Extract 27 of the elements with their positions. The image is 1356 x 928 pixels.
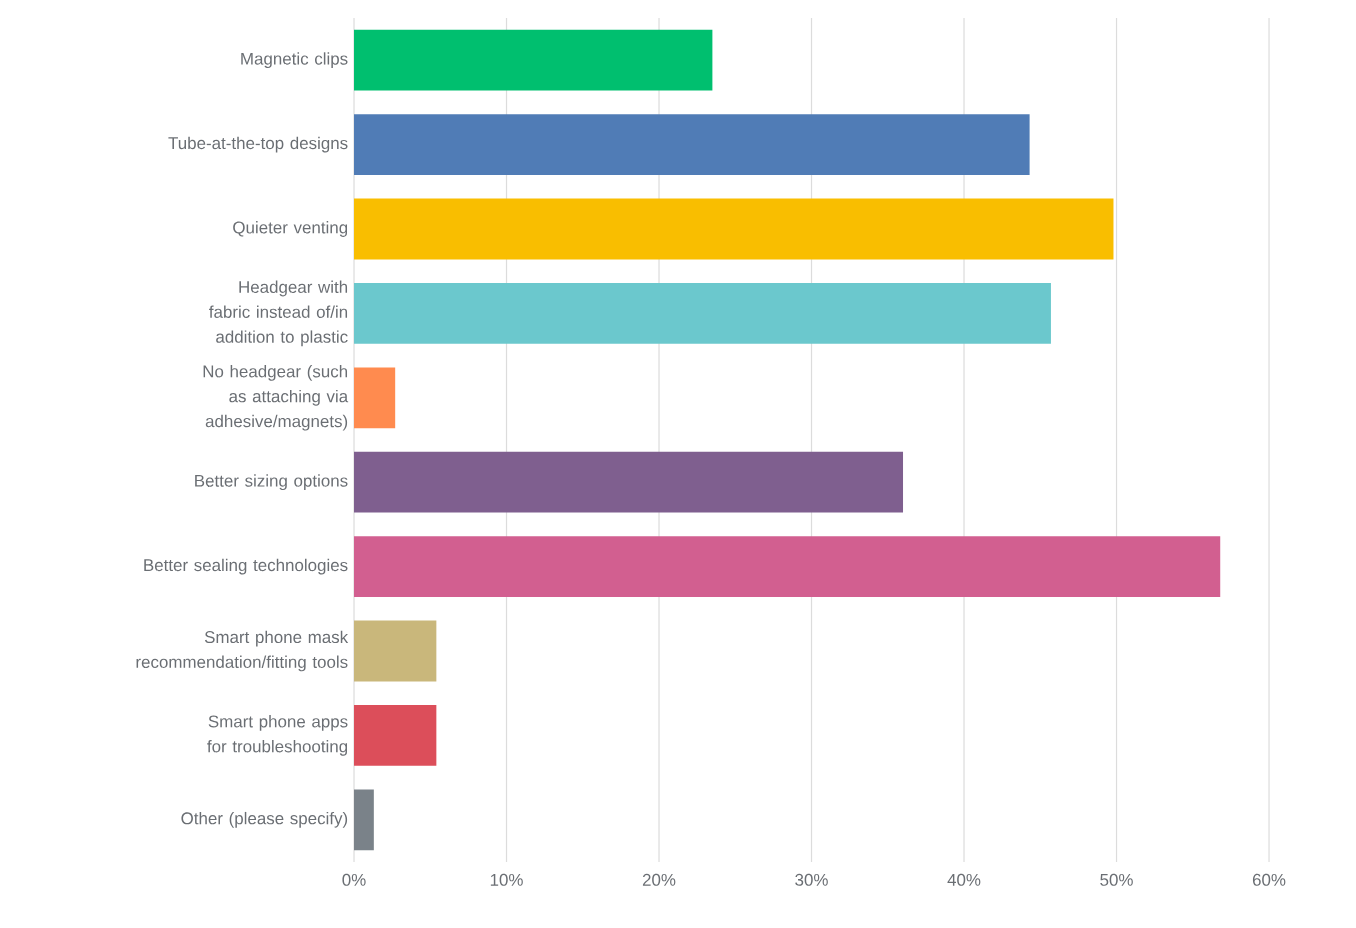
x-tick-label: 0% — [342, 873, 366, 886]
x-tick-label: 20% — [642, 873, 676, 886]
bar — [354, 114, 1030, 175]
bar — [354, 451, 904, 513]
bar — [354, 789, 374, 851]
bar — [354, 29, 713, 91]
x-tick-label: 10% — [490, 873, 523, 886]
x-tick-label: 60% — [1252, 873, 1286, 886]
y-tick-label: Smart phone mask recommendation/fitting tools — [136, 630, 349, 672]
bar — [354, 620, 437, 682]
bar — [354, 198, 1114, 260]
y-tick-label: Better sealing technologies — [144, 558, 348, 575]
y-tick-label: Other (please specify) — [181, 811, 348, 828]
y-tick-label: Headgear with fabric instead of/in addition to plastic — [209, 280, 348, 347]
y-tick-label: Better sizing options — [195, 474, 348, 491]
x-tick-label: 30% — [795, 873, 828, 886]
bar — [354, 367, 396, 429]
y-tick-label: Tube-at-the-top designs — [168, 136, 348, 153]
y-tick-label: Quieter venting — [233, 221, 348, 237]
bar — [354, 536, 1221, 597]
bar — [354, 705, 437, 766]
y-tick-label: Smart phone apps for troubleshooting — [207, 715, 348, 756]
y-tick-label: Magnetic clips — [241, 52, 348, 69]
x-tick-label: 50% — [1100, 873, 1133, 886]
x-tick-label: 40% — [947, 873, 981, 886]
bar — [354, 283, 1051, 344]
y-tick-label: No headgear (such as attaching via adhesive/magnets) — [203, 365, 349, 431]
